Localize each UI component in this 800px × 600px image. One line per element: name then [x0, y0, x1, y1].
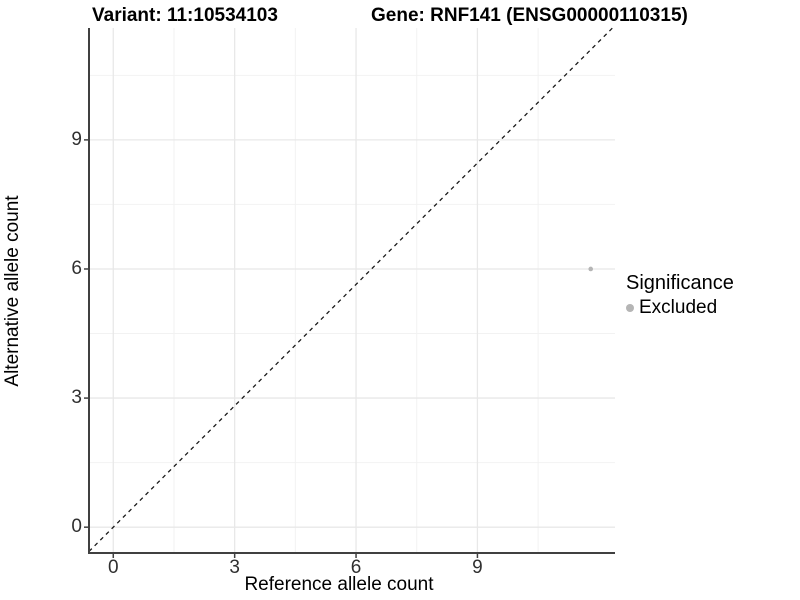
x-tick-label: 9 — [472, 557, 483, 578]
legend: Significance Excluded — [626, 272, 734, 319]
legend-item-label: Excluded — [639, 297, 718, 318]
data-point — [588, 266, 594, 272]
plot-title-gene: Gene: RNF141 (ENSG00000110315) — [371, 5, 688, 26]
reference-line — [88, 27, 613, 552]
y-tick-label: 3 — [71, 387, 82, 409]
legend-point-icon — [626, 304, 634, 312]
x-tick-label: 0 — [107, 557, 119, 578]
y-axis-label: Alternative allele count — [2, 195, 23, 387]
x-axis-label: Reference allele count — [244, 574, 434, 595]
x-tick-label: 6 — [350, 557, 362, 578]
y-tick-label: 9 — [71, 128, 82, 150]
y-tick-label: 0 — [71, 516, 82, 538]
y-tick-label: 6 — [71, 257, 82, 279]
legend-title: Significance — [626, 272, 734, 294]
plot-title-variant: Variant: 11:10534103 — [92, 5, 278, 26]
legend-item: Excluded — [626, 297, 734, 319]
x-tick-label: 3 — [229, 557, 240, 578]
